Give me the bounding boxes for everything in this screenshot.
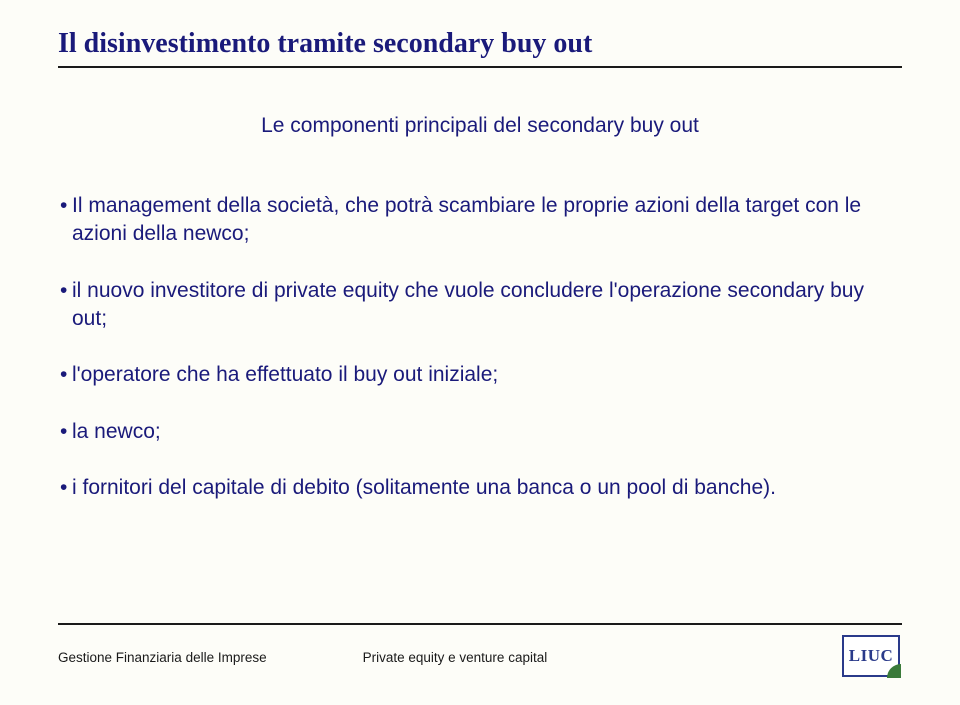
logo-box: LIUC bbox=[842, 635, 900, 677]
logo-text: LIUC bbox=[849, 646, 894, 666]
bullet-item: i fornitori del capitale di debito (soli… bbox=[60, 474, 902, 502]
bullet-item: l'operatore che ha effettuato il buy out… bbox=[60, 361, 902, 389]
footer-left-text: Gestione Finanziaria delle Imprese bbox=[58, 650, 267, 665]
logo: LIUC bbox=[842, 635, 902, 679]
bullet-item: la newco; bbox=[60, 418, 902, 446]
bullet-item: il nuovo investitore di private equity c… bbox=[60, 277, 902, 334]
footer: Gestione Finanziaria delle Imprese Priva… bbox=[58, 623, 902, 679]
footer-rule bbox=[58, 623, 902, 625]
bullet-item: Il management della società, che potrà s… bbox=[60, 192, 902, 249]
title-rule bbox=[58, 66, 902, 68]
footer-center-text: Private equity e venture capital bbox=[267, 650, 842, 665]
slide-subtitle: Le componenti principali del secondary b… bbox=[58, 114, 902, 138]
bullet-list: Il management della società, che potrà s… bbox=[58, 192, 902, 502]
logo-accent-icon bbox=[887, 664, 901, 678]
slide-title: Il disinvestimento tramite secondary buy… bbox=[58, 28, 902, 60]
footer-row: Gestione Finanziaria delle Imprese Priva… bbox=[58, 635, 902, 679]
slide: Il disinvestimento tramite secondary buy… bbox=[0, 0, 960, 705]
